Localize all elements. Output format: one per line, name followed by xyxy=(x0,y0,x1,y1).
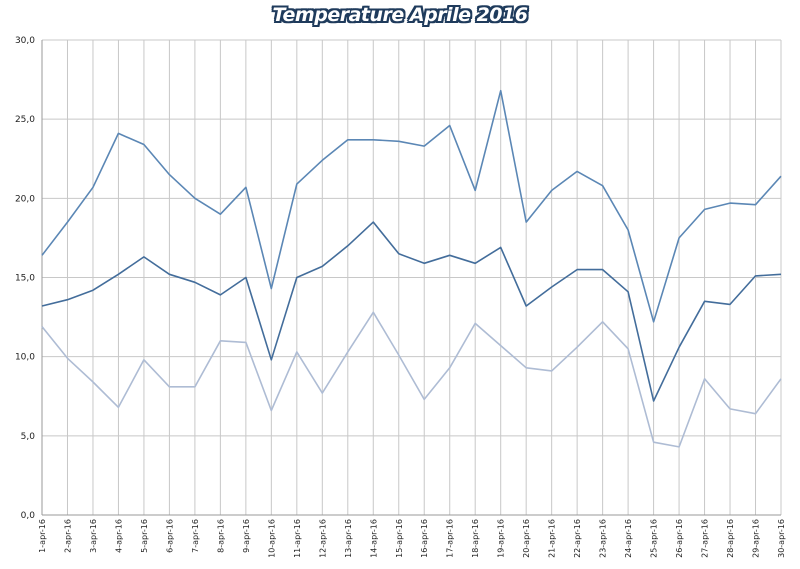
x-tick-label: 12-apr-16 xyxy=(318,519,327,558)
x-tick-label: 21-apr-16 xyxy=(548,519,557,558)
series-line-2 xyxy=(41,221,782,402)
x-tick-labels: 1-apr-16 2-apr-16 3-apr-16 4-apr-16 5-apr-16… xyxy=(38,519,786,558)
x-tick-label: 15-apr-16 xyxy=(395,519,404,558)
y-tick-label: 10,0 xyxy=(15,353,35,363)
x-tick-label: 14-apr-16 xyxy=(369,519,378,558)
x-tick-label: 4-apr-16 xyxy=(114,519,123,553)
y-tick-label: 5,0 xyxy=(21,432,36,442)
x-tick-label: 6-apr-16 xyxy=(165,519,174,553)
grid xyxy=(41,39,782,516)
x-tick-label: 29-apr-16 xyxy=(752,519,761,558)
x-tick-label: 11-apr-16 xyxy=(293,519,302,558)
x-tick-label: 16-apr-16 xyxy=(420,519,429,558)
x-tick-label: 18-apr-16 xyxy=(471,519,480,558)
x-tick-label: 27-apr-16 xyxy=(701,519,710,558)
x-tick-label: 26-apr-16 xyxy=(675,519,684,558)
axes xyxy=(41,40,781,516)
x-tick-label: 24-apr-16 xyxy=(624,519,633,558)
y-tick-label: 20,0 xyxy=(15,194,35,204)
y-tick-label: 25,0 xyxy=(15,115,35,125)
x-tick-label: 28-apr-16 xyxy=(726,519,735,558)
x-tick-label: 23-apr-16 xyxy=(599,519,608,558)
x-tick-label: 20-apr-16 xyxy=(522,519,531,558)
x-tick-label: 13-apr-16 xyxy=(344,519,353,558)
y-tick-label: 0,0 xyxy=(21,511,36,521)
series-line-3 xyxy=(41,311,782,448)
y-tick-label: 15,0 xyxy=(15,274,35,284)
x-tick-label: 7-apr-16 xyxy=(191,519,200,553)
x-tick-label: 9-apr-16 xyxy=(242,519,251,553)
y-tick-label: 30,0 xyxy=(15,36,35,46)
series-line-1 xyxy=(41,89,782,323)
x-tick-label: 17-apr-16 xyxy=(446,519,455,558)
series-lines xyxy=(41,89,782,448)
x-tick-label: 25-apr-16 xyxy=(650,519,659,558)
chart-title: Temperature Aprile 2016 xyxy=(272,4,528,26)
x-tick-label: 8-apr-16 xyxy=(216,519,225,553)
x-tick-label: 30-apr-16 xyxy=(777,519,786,558)
x-tick-label: 19-apr-16 xyxy=(497,519,506,558)
x-tick-label: 10-apr-16 xyxy=(267,519,276,558)
x-tick-label: 5-apr-16 xyxy=(140,519,149,553)
x-tick-label: 1-apr-16 xyxy=(38,519,47,553)
y-tick-labels: 0,0 5,0 10,0 15,0 20,0 25,0 30,0 xyxy=(15,36,35,521)
x-tick-label: 2-apr-16 xyxy=(63,519,72,553)
x-tick-label: 3-apr-16 xyxy=(89,519,98,553)
x-tick-label: 22-apr-16 xyxy=(573,519,582,558)
